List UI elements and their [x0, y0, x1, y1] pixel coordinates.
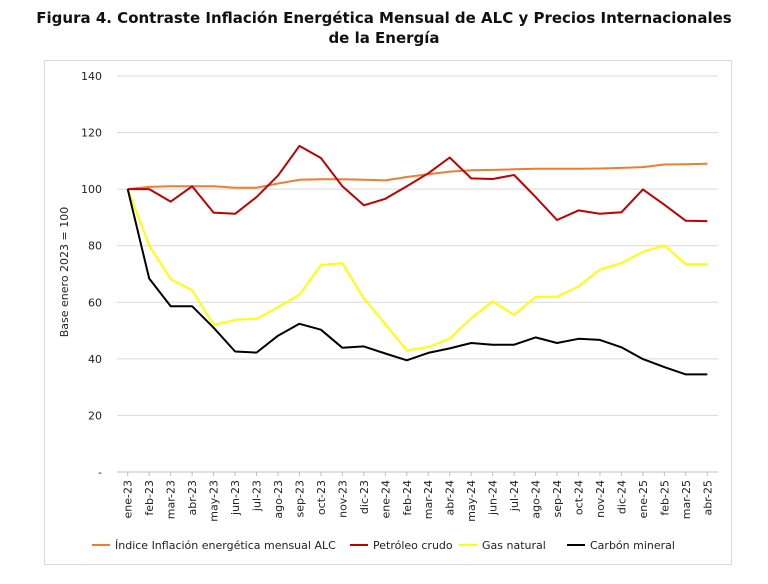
series-line-1	[127, 162, 708, 191]
x-tick-label: oct-24	[572, 480, 585, 515]
chart-frame	[44, 60, 732, 565]
x-tick-label: feb-24	[401, 480, 414, 516]
series-line-3	[126, 188, 708, 352]
legend-entry: Índice Inflación energética mensual ALC	[115, 539, 336, 552]
x-tick-label: may-24	[465, 480, 478, 522]
x-tick-label: nov-24	[594, 480, 607, 518]
series-lines	[126, 144, 708, 376]
x-tick-label: nov-23	[336, 480, 349, 518]
x-tick-label: jun-23	[229, 480, 242, 516]
y-tick-label: 20	[88, 409, 102, 422]
x-tick-label: jun-24	[487, 480, 500, 516]
y-tick-label: 140	[81, 70, 102, 83]
x-tick-label: ene-23	[122, 480, 135, 518]
series-line-4	[126, 188, 708, 376]
x-tick-label: dic-23	[358, 480, 371, 514]
chart-title: Figura 4. Contraste Inflación Energética…	[0, 8, 768, 48]
x-tick-label: oct-23	[315, 480, 328, 515]
x-tick-label: abr-24	[444, 480, 457, 516]
x-tick-label: sep-24	[551, 480, 564, 517]
legend-entry: Carbón mineral	[590, 539, 675, 552]
chart-title-line-2: de la Energía	[328, 29, 440, 47]
y-axis-ticks: - 20 40 60 80 100 120 140	[81, 70, 102, 479]
x-tick-label: feb-23	[143, 480, 156, 516]
chart-title-line-1: Figura 4. Contraste Inflación Energética…	[36, 9, 732, 27]
series-line-2	[127, 144, 708, 223]
x-axis: ene-23 feb-23 mar-23 abr-23 may-23 jun-23 jul-…	[117, 471, 718, 522]
x-tick-label: mar-23	[165, 480, 178, 519]
y-tick-label: 40	[88, 353, 102, 366]
x-tick-label: dic-24	[615, 480, 628, 514]
x-tick-label: ene-25	[637, 480, 650, 518]
x-tick-label: ene-24	[379, 480, 392, 518]
x-tick-label: sep-23	[293, 480, 306, 517]
y-tick-label: -	[98, 466, 102, 479]
y-tick-label: 60	[88, 296, 102, 309]
legend-entry: Gas natural	[482, 539, 546, 552]
y-tick-label: 120	[81, 127, 102, 140]
x-tick-label: abr-23	[186, 480, 199, 516]
x-tick-label: jul-23	[251, 480, 264, 512]
x-tick-label: ago-24	[530, 480, 543, 519]
y-axis-label: Base enero 2023 = 100	[58, 207, 71, 338]
x-tick-label: feb-25	[658, 480, 671, 516]
y-tick-label: 100	[81, 183, 102, 196]
x-tick-label: jul-24	[508, 480, 521, 512]
legend-entry: Petróleo crudo	[373, 539, 453, 552]
legend: Índice Inflación energética mensual ALC P…	[92, 539, 675, 552]
x-tick-label: ago-23	[272, 480, 285, 519]
y-tick-label: 80	[88, 240, 102, 253]
x-tick-label: mar-24	[422, 480, 435, 519]
gridlines	[117, 75, 718, 416]
x-tick-label: mar-25	[680, 480, 693, 519]
x-tick-label: abr-25	[701, 480, 714, 516]
x-tick-label: may-23	[208, 480, 221, 522]
